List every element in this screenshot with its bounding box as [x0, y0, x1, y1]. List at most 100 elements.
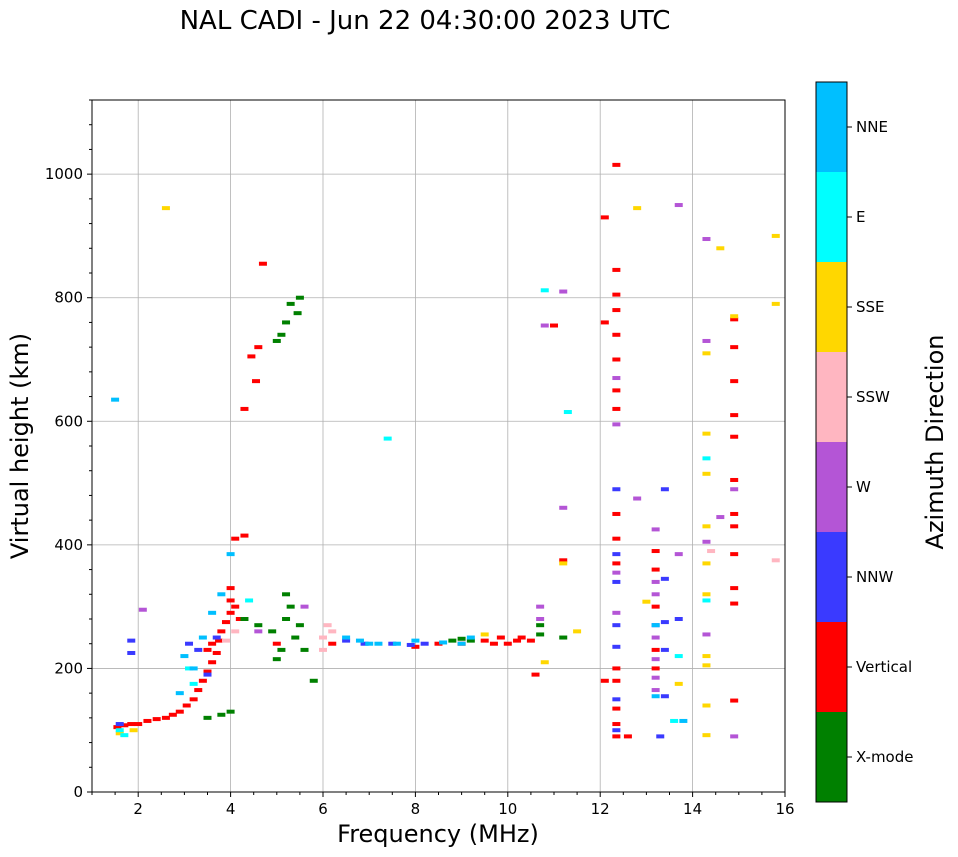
point-sse — [642, 599, 651, 604]
point-nnw — [612, 579, 621, 584]
point-ssw — [771, 558, 780, 563]
point-vertical — [247, 354, 256, 359]
point-sse — [771, 301, 780, 306]
point-vertical — [272, 641, 281, 646]
point-sse — [480, 632, 489, 637]
point-vertical — [526, 638, 535, 643]
point-nnw — [127, 638, 136, 643]
point-nnw — [127, 650, 136, 655]
point-w — [651, 579, 660, 584]
colorbar-label-6: E — [856, 208, 865, 226]
point-sse — [633, 206, 642, 211]
chart-title: NAL CADI - Jun 22 04:30:00 2023 UTC — [179, 6, 671, 36]
point-vertical — [152, 717, 161, 722]
point-w — [612, 570, 621, 575]
point-e — [563, 410, 572, 415]
point-w — [716, 515, 725, 520]
point-w — [730, 487, 739, 492]
point-nnw — [660, 620, 669, 625]
point-vertical — [730, 524, 739, 529]
point-nne — [175, 691, 184, 696]
point-nne — [411, 638, 420, 643]
point-x-mode — [203, 715, 212, 720]
point-nne — [180, 654, 189, 659]
point-vertical — [203, 647, 212, 652]
point-vertical — [513, 638, 522, 643]
colorbar-swatch-2 — [816, 532, 847, 622]
point-w — [702, 539, 711, 544]
point-ssw — [328, 629, 337, 634]
point-vertical — [182, 703, 191, 708]
point-x-mode — [293, 311, 302, 316]
point-vertical — [612, 722, 621, 727]
point-vertical — [168, 712, 177, 717]
point-x-mode — [286, 604, 295, 609]
point-vertical — [240, 533, 249, 538]
colorbar-label-5: SSE — [856, 298, 885, 316]
point-w — [633, 496, 642, 501]
point-nnw — [612, 644, 621, 649]
point-x-mode — [277, 332, 286, 337]
point-vertical — [612, 734, 621, 739]
point-vertical — [612, 292, 621, 297]
x-tick-label: 14 — [683, 800, 702, 818]
point-sse — [702, 733, 711, 738]
point-w — [651, 635, 660, 640]
point-nnw — [660, 694, 669, 699]
point-nne — [457, 641, 466, 646]
point-vertical — [240, 406, 249, 411]
point-ssw — [707, 549, 716, 554]
point-vertical — [730, 477, 739, 482]
x-tick-label: 16 — [775, 800, 794, 818]
point-ssw — [323, 623, 332, 628]
colorbar-frame — [815, 81, 848, 803]
point-nnw — [612, 552, 621, 557]
point-w — [702, 237, 711, 242]
point-nne — [651, 694, 660, 699]
point-sse — [129, 728, 138, 733]
y-axis-ticks: 0 200 400 600 800 1000 — [45, 99, 92, 801]
data-points — [111, 162, 780, 739]
point-nne — [466, 635, 475, 640]
point-vertical — [496, 635, 505, 640]
point-x-mode — [291, 635, 300, 640]
point-vertical — [235, 617, 244, 621]
x-tick-label: 12 — [591, 800, 610, 818]
y-tick-label: 600 — [54, 412, 83, 430]
point-nnw — [612, 487, 621, 492]
point-x-mode — [268, 629, 277, 634]
point-sse — [702, 654, 711, 659]
point-nnw — [660, 576, 669, 581]
point-nne — [198, 635, 207, 640]
colorbar-swatch-0 — [816, 712, 847, 802]
point-sse — [702, 524, 711, 529]
point-x-mode — [217, 712, 226, 717]
point-vertical — [623, 734, 632, 739]
colorbar-swatch-7 — [816, 82, 847, 172]
point-vertical — [612, 706, 621, 711]
point-vertical — [143, 718, 152, 723]
point-sse — [115, 731, 124, 736]
point-x-mode — [226, 709, 235, 714]
point-vertical — [217, 629, 226, 634]
point-vertical — [503, 641, 512, 646]
point-vertical — [411, 644, 420, 649]
point-vertical — [600, 320, 609, 325]
point-sse — [702, 561, 711, 566]
point-vertical — [258, 261, 267, 266]
point-x-mode — [300, 647, 309, 652]
point-vertical — [226, 598, 235, 603]
point-vertical — [730, 434, 739, 439]
point-vertical — [208, 641, 217, 646]
point-w — [674, 552, 683, 557]
colorbar-swatch-6 — [816, 172, 847, 262]
colorbar-label-7: NNE — [856, 118, 888, 136]
point-x-mode — [309, 678, 318, 683]
point-e — [245, 598, 254, 603]
colorbar-swatch-4 — [816, 352, 847, 442]
point-w — [612, 376, 621, 381]
point-e — [115, 728, 124, 733]
point-sse — [702, 351, 711, 356]
x-tick-label: 10 — [498, 800, 517, 818]
point-vertical — [600, 678, 609, 683]
